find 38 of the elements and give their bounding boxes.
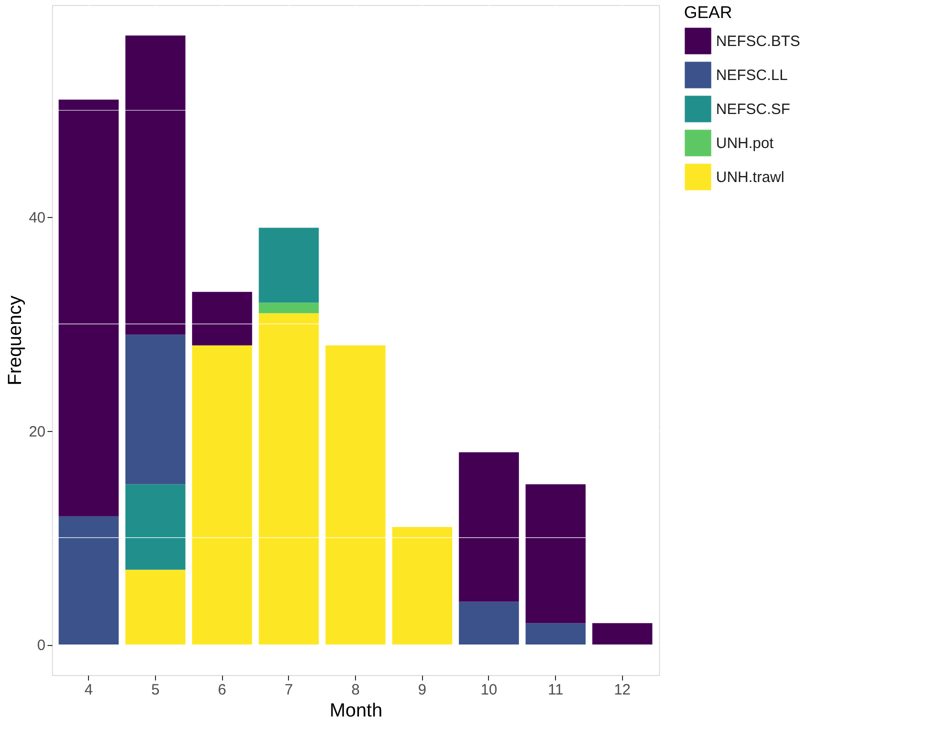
bar (526, 623, 586, 645)
bar (125, 334, 186, 484)
legend-title: GEAR (684, 3, 732, 22)
bar (125, 484, 186, 570)
bar (592, 623, 652, 645)
x-tick-label: 7 (284, 682, 293, 698)
legend-label: NEFSC.SF (716, 101, 790, 118)
bar (58, 100, 119, 516)
y-tick-label: 20 (28, 423, 46, 440)
legend-label: UNH.pot (716, 135, 774, 152)
bar (58, 516, 119, 645)
x-tick-label: 11 (548, 682, 564, 698)
y-tick-label: 0 (37, 637, 46, 654)
bar (258, 313, 319, 645)
legend-label: NEFSC.LL (716, 67, 788, 84)
x-tick-label: 12 (614, 682, 631, 698)
bar (392, 527, 452, 645)
bar (458, 452, 519, 602)
y-tick-label: 40 (28, 210, 46, 227)
bar (192, 345, 252, 645)
x-tick-label: 10 (480, 682, 498, 698)
bar (125, 35, 186, 335)
legend-label: UNH.trawl (716, 169, 784, 186)
bar (325, 345, 386, 645)
bar (125, 570, 186, 645)
bar (192, 292, 252, 346)
x-tick-label: 8 (351, 682, 360, 698)
legend-label: NEFSC.BTS (716, 33, 800, 50)
y-axis-title: Frequency (4, 295, 26, 386)
x-tick-label: 6 (218, 682, 226, 698)
x-tick-label: 4 (84, 682, 93, 698)
bar (458, 602, 519, 645)
x-tick-label: 9 (418, 682, 426, 698)
bar (526, 484, 586, 624)
bar (258, 228, 319, 303)
x-axis-title: Month (330, 700, 382, 722)
bar (258, 302, 319, 314)
x-tick-label: 5 (151, 682, 160, 698)
